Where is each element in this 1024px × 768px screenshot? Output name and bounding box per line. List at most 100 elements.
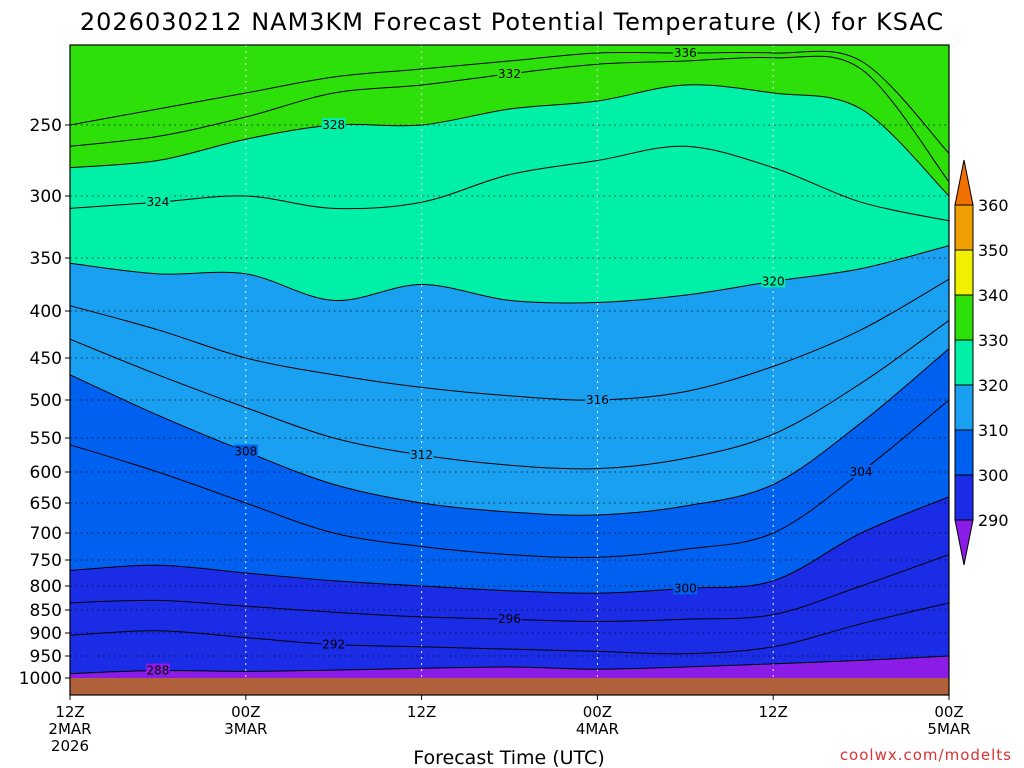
- y-tick-900: 900: [30, 624, 62, 644]
- colorbar-arrow-low: [954, 519, 974, 566]
- ground-terrain: [70, 678, 949, 695]
- contour-label-bg-328: [321, 118, 346, 131]
- colorbar-tick-310: 310: [978, 421, 1009, 440]
- y-tick-800: 800: [30, 577, 62, 597]
- y-tick-1000: 1000: [19, 669, 62, 689]
- contour-label-328: 328: [322, 118, 345, 132]
- contour-label-bg-320: [761, 274, 786, 288]
- y-tick-500: 500: [30, 391, 62, 411]
- contour-label-300: 300: [674, 581, 697, 595]
- x-tick-60: 00Z 5MAR: [927, 703, 970, 738]
- ground-strip: [70, 678, 949, 695]
- contour-label-bg-296: [497, 612, 522, 626]
- plot-area: 288 292 296 300 304 308 312 316 320 324 328 332 336: [70, 45, 949, 695]
- x-tick-48: 12Z: [759, 703, 788, 721]
- contour-label-332: 332: [498, 67, 521, 81]
- colorbar-seg-350: [954, 204, 974, 251]
- credit-text: coolwx.com/modelts: [840, 746, 1012, 764]
- x-tick-12: 00Z 3MAR: [224, 703, 267, 738]
- contour-label-bg-308: [233, 444, 258, 458]
- colorbar-arrow-high: [954, 159, 974, 206]
- contour-label-bg-332: [497, 66, 522, 80]
- x-tick-36: 00Z 4MAR: [576, 703, 619, 738]
- contour-label-296: 296: [498, 612, 521, 626]
- y-tick-600: 600: [30, 463, 62, 483]
- y-tick-350: 350: [30, 249, 62, 269]
- contour-label-bg-292: [321, 637, 346, 651]
- colorbar-seg-300: [954, 429, 974, 476]
- colorbar-tick-320: 320: [978, 376, 1009, 395]
- colorbar-tick-360: 360: [978, 196, 1009, 215]
- x-tick-line: 2026: [51, 737, 89, 755]
- x-tick-line: 12Z: [759, 703, 788, 721]
- y-axis: 250 300 350 400 450 500 550 600 650 700 750 800 850 9…: [19, 116, 70, 689]
- contour-label-bg-324: [145, 195, 170, 209]
- contour-292: [70, 602, 949, 655]
- contour-304: [70, 399, 949, 559]
- contour-label-bg-316: [585, 393, 610, 406]
- contour-320: [70, 245, 949, 304]
- contour-300: [70, 496, 949, 594]
- contour-label-292: 292: [322, 638, 345, 652]
- plot-frame: [69, 44, 950, 696]
- contour-308: [70, 348, 949, 516]
- contour-label-bg-336: [673, 46, 698, 59]
- contour-label-320: 320: [762, 274, 785, 288]
- colorbar-seg-320: [954, 339, 974, 386]
- contour-label-308: 308: [234, 445, 257, 459]
- x-tick-line: 12Z: [55, 703, 84, 721]
- contour-label-bg-288: [145, 663, 170, 677]
- contour-label-324: 324: [146, 195, 169, 209]
- y-tick-750: 750: [30, 551, 62, 571]
- contour-label-bg-304: [849, 465, 874, 478]
- x-axis-label: Forecast Time (UTC): [413, 747, 604, 768]
- contour-336: [70, 50, 949, 154]
- y-tick-950: 950: [30, 647, 62, 667]
- x-tick-line: 5MAR: [927, 720, 970, 738]
- y-tick-450: 450: [30, 349, 62, 369]
- grid-lines: [70, 45, 949, 678]
- colorbar-tick-300: 300: [978, 466, 1009, 485]
- colorbar: 290 300 310 320 330 340 350 360: [954, 159, 1009, 566]
- x-tick-line: 00Z: [583, 703, 612, 721]
- x-tick-line: 4MAR: [576, 720, 619, 738]
- colorbar-tick-290: 290: [978, 511, 1009, 530]
- contour-label-288: 288: [146, 664, 169, 678]
- contour-288: [70, 655, 949, 675]
- x-tick-24: 12Z: [407, 703, 436, 721]
- contour-label-336: 336: [674, 46, 697, 60]
- contour-labels: 288 292 296 300 304 308 312 316 320 324 328 332 336: [145, 46, 874, 678]
- y-tick-550: 550: [30, 429, 62, 449]
- contour-label-bg-312: [409, 448, 434, 461]
- colorbar-seg-340: [954, 249, 974, 296]
- colorbar-tick-330: 330: [978, 331, 1009, 350]
- chart-title: 2026030212 NAM3KM Forecast Potential Tem…: [80, 8, 944, 36]
- y-tick-300: 300: [30, 187, 62, 207]
- x-tick-0: 12Z 2MAR 2026: [48, 703, 91, 755]
- contour-316: [70, 278, 949, 401]
- x-tick-line: 00Z: [934, 703, 963, 721]
- colorbar-seg-330: [954, 294, 974, 341]
- contour-label-316: 316: [586, 393, 609, 407]
- colorbar-seg-290: [954, 474, 974, 521]
- colorbar-seg-310: [954, 384, 974, 431]
- contour-lines: [70, 50, 949, 675]
- x-tick-line: 12Z: [407, 703, 436, 721]
- fill-band-336: [70, 45, 949, 154]
- contour-label-312: 312: [410, 448, 433, 462]
- colorbar-tick-340: 340: [978, 286, 1009, 305]
- contour-324: [70, 145, 949, 222]
- x-tick-line: 2MAR: [48, 720, 91, 738]
- colorbar-tick-350: 350: [978, 241, 1009, 260]
- x-tick-line: 00Z: [231, 703, 260, 721]
- y-tick-400: 400: [30, 302, 62, 322]
- y-tick-850: 850: [30, 601, 62, 621]
- contour-label-bg-300: [673, 581, 698, 595]
- contour-label-304: 304: [850, 465, 873, 479]
- contour-fills: [70, 45, 949, 678]
- x-tick-line: 3MAR: [224, 720, 267, 738]
- contour-328: [70, 84, 949, 197]
- y-tick-650: 650: [30, 494, 62, 514]
